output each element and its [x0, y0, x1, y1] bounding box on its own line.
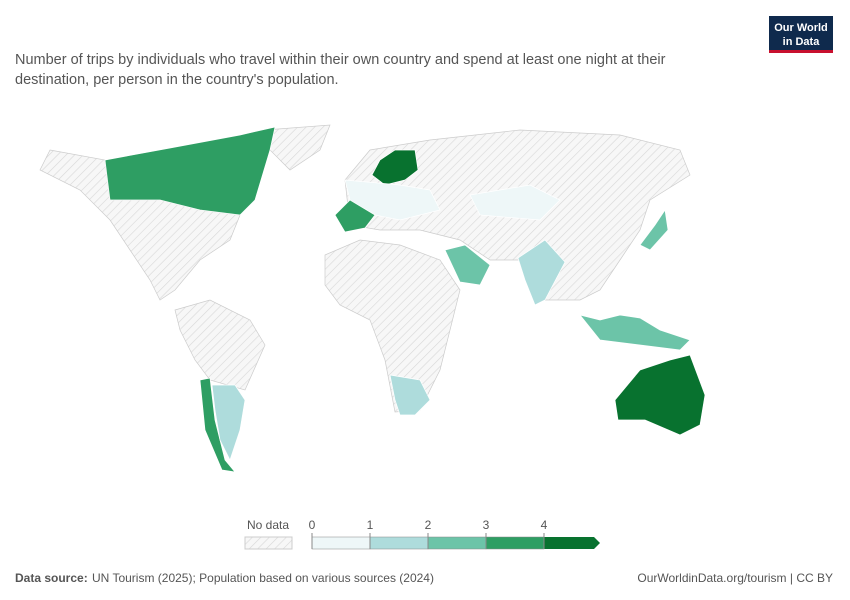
country[interactable] [444, 244, 491, 286]
country[interactable] [211, 384, 246, 461]
country[interactable] [517, 239, 566, 306]
legend-tick-label: 1 [367, 518, 374, 532]
land-no-data [264, 124, 331, 171]
land-no-data [174, 299, 266, 391]
legend-bin [485, 536, 545, 550]
url[interactable]: OurWorldinData.org/tourism | CC BY [637, 571, 833, 585]
logo-box[interactable] [769, 16, 833, 53]
legend-tick-label: 2 [425, 518, 432, 532]
legend-bin [369, 536, 429, 550]
logo-bar [769, 50, 833, 53]
map [39, 124, 706, 473]
legend-bin [544, 537, 600, 549]
country[interactable] [104, 126, 276, 216]
legend-tick-label: 4 [541, 518, 548, 532]
legend-tick-label: 3 [483, 518, 490, 532]
source-label: Data source: [15, 571, 88, 585]
country[interactable] [199, 377, 236, 473]
logo-text: Our World [774, 22, 828, 34]
title-box: Number of trips by individuals who trave… [15, 52, 666, 88]
legend-bin [311, 536, 371, 550]
country[interactable] [579, 314, 691, 351]
country[interactable] [614, 354, 706, 436]
legend-bin [427, 536, 487, 550]
logo-text: in Data [783, 36, 821, 48]
legend-no-data-label: No data [247, 518, 289, 532]
legend-no-data [244, 536, 293, 550]
country[interactable] [639, 209, 669, 251]
country[interactable] [469, 184, 561, 221]
title: Number of trips by individuals who trave… [15, 52, 666, 88]
country[interactable] [389, 374, 431, 416]
land-no-data [324, 239, 461, 413]
country[interactable] [344, 179, 441, 221]
source: UN Tourism (2025); Population based on v… [92, 571, 434, 585]
legend-tick-label: 0 [309, 518, 316, 532]
